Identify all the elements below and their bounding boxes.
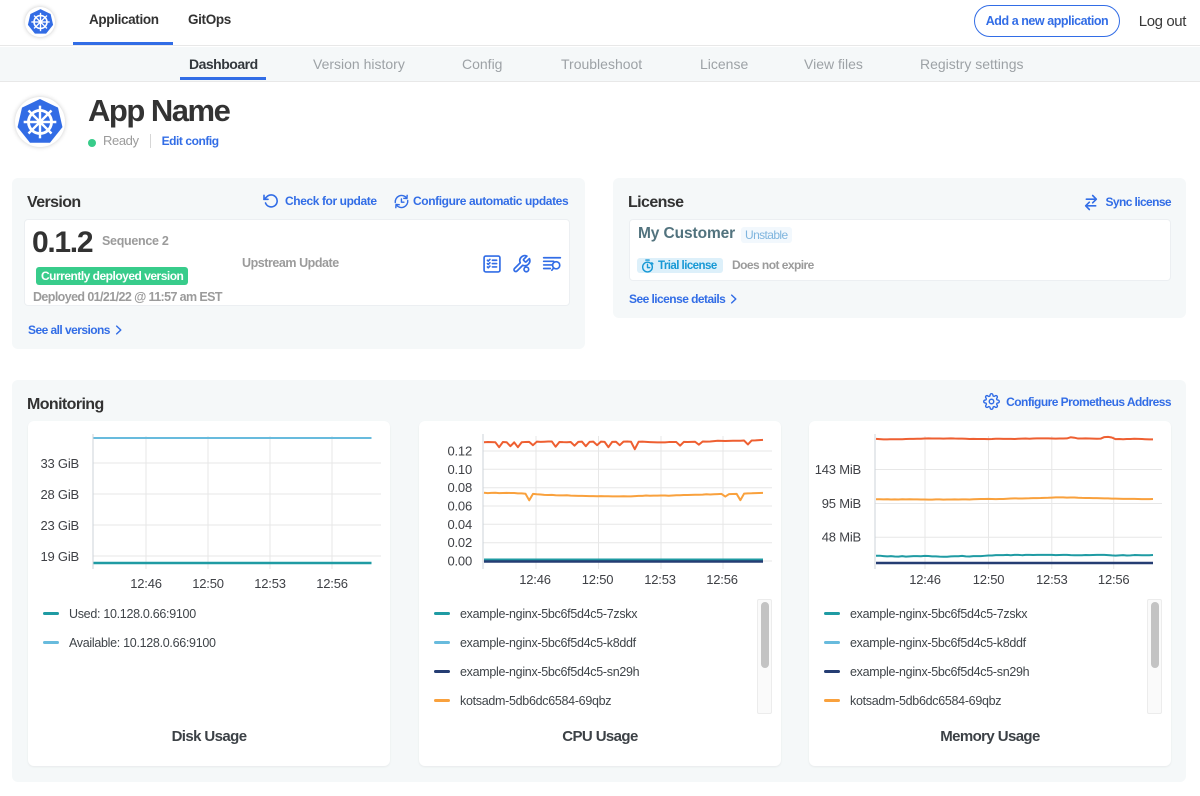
svg-text:95 MiB: 95 MiB [822,496,861,511]
svg-text:12:46: 12:46 [909,572,941,587]
svg-text:12:56: 12:56 [316,576,348,591]
svg-text:143 MiB: 143 MiB [815,462,861,477]
svg-text:12:56: 12:56 [706,572,738,587]
svg-text:0.04: 0.04 [447,517,472,532]
svg-text:0.12: 0.12 [447,444,472,459]
svg-text:19 GiB: 19 GiB [40,549,79,564]
svg-text:12:56: 12:56 [1098,572,1130,587]
svg-text:48 MiB: 48 MiB [822,530,861,545]
svg-text:23 GiB: 23 GiB [40,518,79,533]
svg-text:0.06: 0.06 [447,499,472,514]
svg-text:0.02: 0.02 [447,535,472,550]
svg-text:12:53: 12:53 [1036,572,1068,587]
svg-text:12:46: 12:46 [130,576,162,591]
svg-text:12:50: 12:50 [582,572,614,587]
svg-text:0.00: 0.00 [447,554,472,569]
svg-text:0.08: 0.08 [447,480,472,495]
svg-text:28 GiB: 28 GiB [40,487,79,502]
svg-text:0.10: 0.10 [447,462,472,477]
svg-text:12:53: 12:53 [644,572,676,587]
svg-text:12:46: 12:46 [519,572,551,587]
svg-text:12:50: 12:50 [973,572,1005,587]
svg-text:12:50: 12:50 [192,576,224,591]
svg-text:12:53: 12:53 [254,576,286,591]
svg-text:33 GiB: 33 GiB [40,456,79,471]
